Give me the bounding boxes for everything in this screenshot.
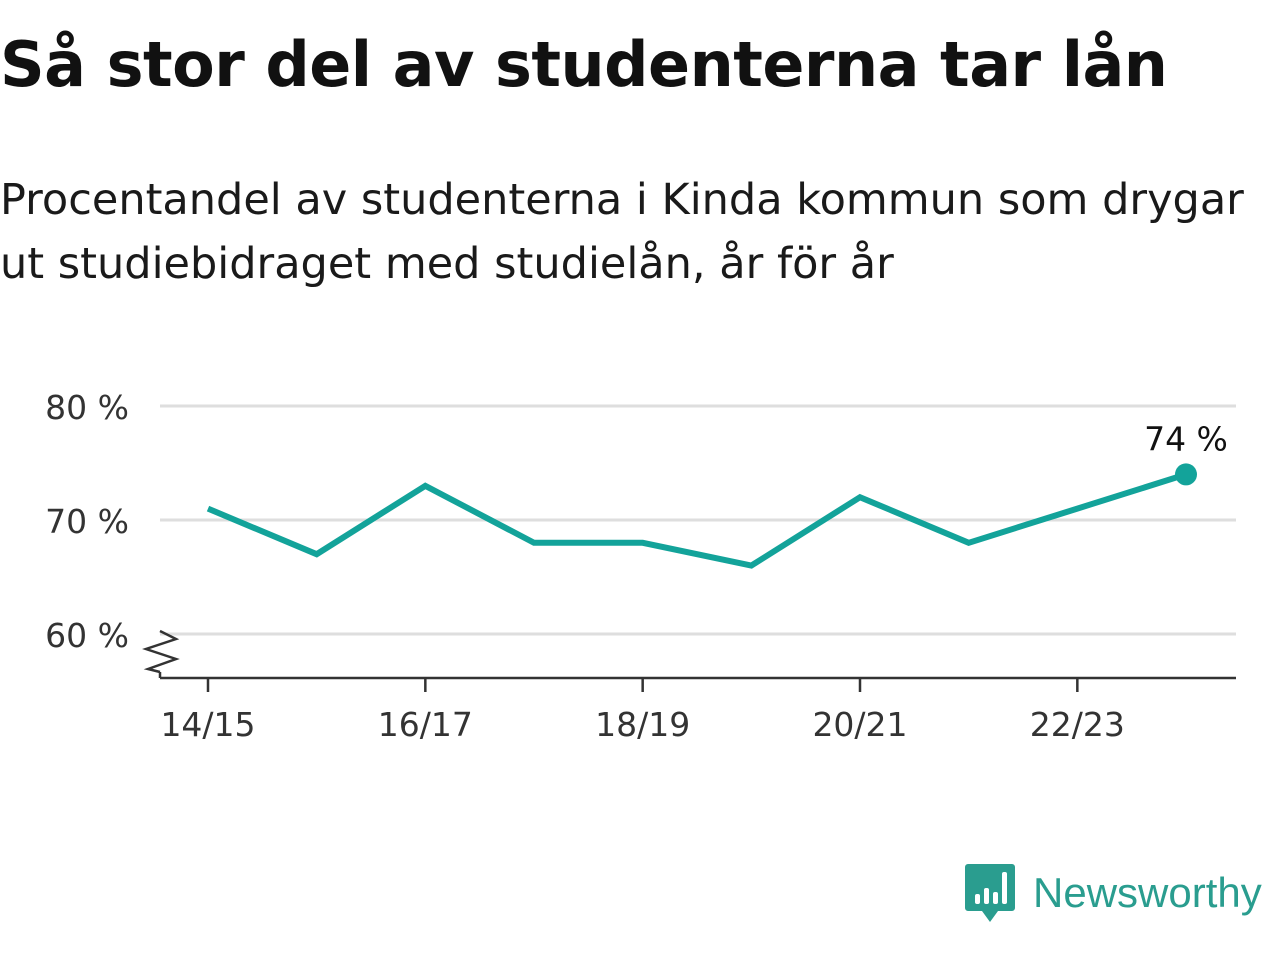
series-line — [206, 471, 1187, 569]
y-tick-label: 80 % — [45, 388, 129, 427]
brand-logo: Newsworthy — [965, 862, 1262, 924]
y-tick-label: 70 % — [45, 502, 129, 541]
newsworthy-logo-icon — [965, 864, 1015, 922]
series-end-point — [1175, 463, 1197, 486]
chart-title: Så stor del av studenterna tar lån — [0, 28, 1168, 101]
x-tick-labels: 14/15 16/17 18/19 20/21 22/23 — [160, 705, 1124, 744]
grid-lines — [160, 404, 1236, 636]
x-tick-label: 20/21 — [812, 705, 907, 744]
line-chart: 60 % 70 % 80 % 14/15 16/17 18/19 20/21 22/23 7… — [45, 388, 1236, 744]
series-end-label: 74 % — [1144, 419, 1228, 458]
y-tick-label: 60 % — [45, 616, 129, 655]
x-tick-label: 22/23 — [1030, 705, 1125, 744]
x-tick-label: 16/17 — [378, 705, 473, 744]
chart-subtitle: Procentandel av studenterna i Kinda komm… — [0, 175, 1244, 289]
x-tick-label: 18/19 — [595, 705, 690, 744]
axis-layer — [142, 629, 1236, 692]
axis-break-mark — [142, 629, 180, 674]
y-tick-labels: 60 % 70 % 80 % — [45, 388, 129, 655]
series-layer: 74 % — [206, 419, 1228, 569]
brand-name: Newsworthy — [1033, 869, 1262, 916]
x-tick-label: 14/15 — [160, 705, 255, 744]
